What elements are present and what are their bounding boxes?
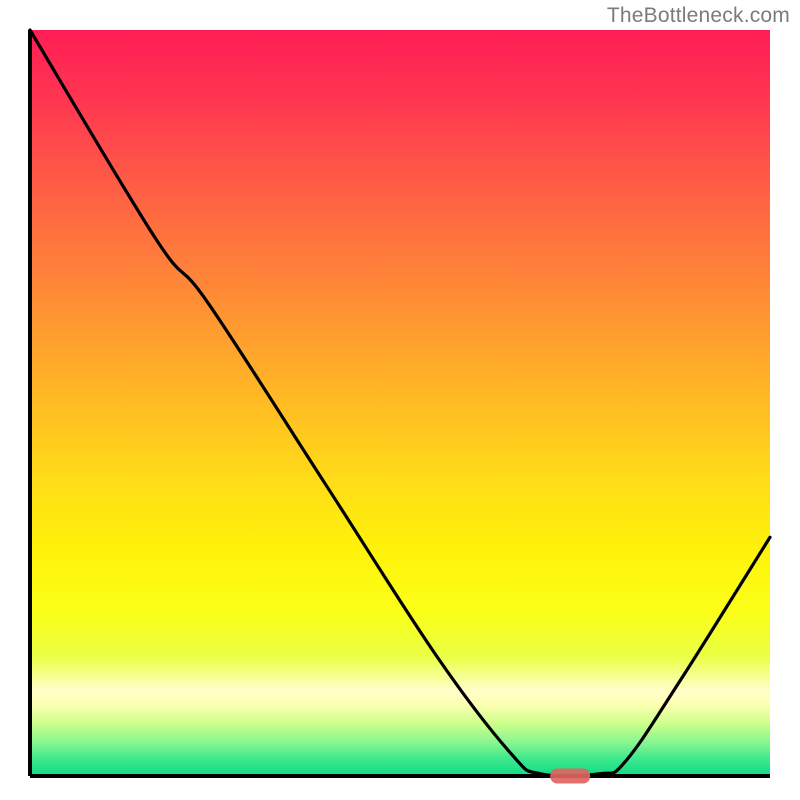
bottleneck-chart xyxy=(0,0,800,800)
chart-container: { "watermark": { "text": "TheBottleneck.… xyxy=(0,0,800,800)
plot-background xyxy=(30,30,770,776)
optimal-marker xyxy=(550,769,590,784)
watermark-text: TheBottleneck.com xyxy=(607,4,790,28)
